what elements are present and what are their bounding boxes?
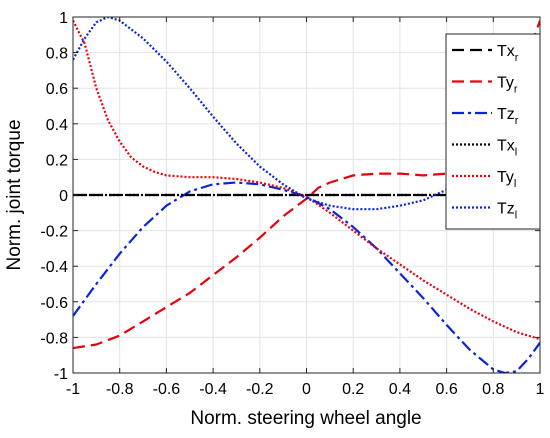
- x-tick-label: -0.8: [106, 381, 134, 398]
- y-tick-label: -0.2: [40, 224, 68, 241]
- legend-label-name: Tx: [497, 138, 515, 155]
- x-tick-label: -0.4: [199, 381, 227, 398]
- y-tick-label: -0.6: [40, 295, 68, 312]
- legend-label-subscript: l: [515, 147, 517, 159]
- y-tick-label: -0.8: [40, 330, 68, 347]
- legend-label-subscript: r: [515, 115, 519, 127]
- legend-label-name: Tz: [497, 201, 515, 218]
- ticks: -1 -0.8 -0.6 -0.4 -0.2 0 0.2 0.4 0.6 0.8 1 1 0.8 0.6 0…: [40, 10, 544, 398]
- legend-label: Tzr: [497, 106, 519, 127]
- legend-label-name: Tx: [497, 43, 515, 60]
- legend-label: Tzl: [497, 201, 517, 222]
- x-tick-label: 1: [536, 381, 545, 398]
- legend-box: [445, 33, 541, 230]
- legend-label-subscript: r: [515, 52, 519, 64]
- x-tick-label: -0.2: [246, 381, 274, 398]
- y-tick-label: 0.8: [46, 46, 68, 63]
- y-axis-label: Norm. joint torque: [4, 119, 25, 270]
- legend-label-subscript: r: [514, 84, 518, 96]
- legend-label-name: Ty: [497, 169, 514, 186]
- x-axis-label: Norm. steering wheel angle: [190, 408, 421, 429]
- x-tick-label: -1: [66, 381, 80, 398]
- y-tick-label: 1: [59, 10, 68, 27]
- legend-label: Tyl: [497, 169, 516, 190]
- x-tick-label: 0.4: [389, 381, 411, 398]
- y-tick-label: -0.4: [40, 259, 68, 276]
- x-tick-label: 0.6: [435, 381, 457, 398]
- x-tick-label: 0.8: [482, 381, 504, 398]
- legend-label: Tyr: [497, 75, 518, 96]
- legend-label-name: Ty: [497, 75, 514, 92]
- y-tick-label: -1: [54, 366, 68, 383]
- legend-label-subscript: l: [514, 178, 516, 190]
- legend-label: Txr: [497, 43, 519, 64]
- legend-label: Txl: [497, 138, 517, 159]
- x-tick-label: 0.2: [342, 381, 364, 398]
- legend-label-name: Tz: [497, 106, 515, 123]
- y-tick-label: 0: [59, 188, 68, 205]
- x-tick-label: -0.6: [153, 381, 181, 398]
- legend-label-subscript: l: [515, 210, 517, 222]
- y-tick-label: 0.6: [46, 81, 68, 98]
- y-tick-label: 0.4: [46, 117, 68, 134]
- y-tick-label: 0.2: [46, 152, 68, 169]
- x-tick-label: 0: [302, 381, 311, 398]
